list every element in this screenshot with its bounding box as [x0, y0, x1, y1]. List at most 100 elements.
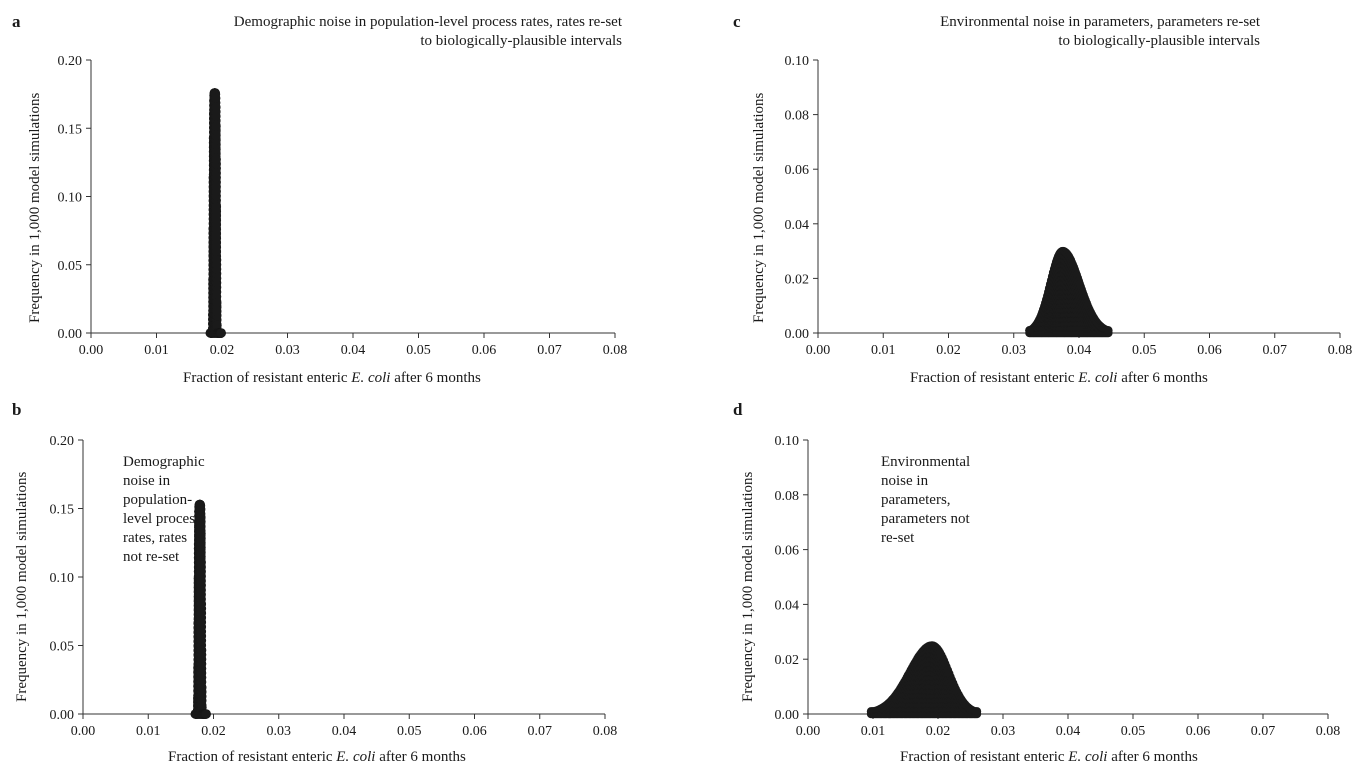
x-tick-label: 0.01: [861, 724, 886, 739]
y-tick-label: 0.05: [50, 640, 75, 655]
x-tick-label: 0.06: [1197, 343, 1222, 358]
panel-letter-b: b: [12, 400, 22, 419]
x-tick-label: 0.08: [1316, 724, 1341, 739]
x-tick-label: 0.01: [871, 343, 896, 358]
data-point: [216, 328, 226, 338]
x-tick-label: 0.08: [1328, 343, 1353, 358]
title-line1: Demographic noise in population-level pr…: [233, 14, 622, 30]
panel-letter-c: c: [733, 12, 741, 31]
x-tick-label: 0.08: [603, 343, 628, 358]
y-tick-label: 0.05: [58, 259, 83, 274]
data-point: [196, 558, 206, 568]
y-tick-label: 0.00: [785, 327, 810, 342]
chart-c: 0.00 0.01 0.02 0.03 0.04 0.05 0.06 0.07 0.08 0.00…: [785, 54, 1353, 358]
x-tick-label: 0.03: [275, 343, 300, 358]
y-tick-label: 0.06: [785, 163, 810, 178]
x-tick-label: 0.05: [1132, 343, 1157, 358]
data-point: [1104, 326, 1113, 335]
x-tick-label: 0.05: [406, 343, 431, 358]
y-tick-label: 0.10: [58, 191, 83, 206]
y-tick-label: 0.10: [775, 434, 800, 449]
y-tick-label: 0.00: [775, 708, 800, 723]
x-tick-label: 0.02: [201, 724, 226, 739]
x-tick-label: 0.02: [936, 343, 961, 358]
y-tick-label: 0.08: [775, 489, 800, 504]
x-axis-label-b: Fraction of resistant enteric E. coli af…: [168, 749, 466, 765]
y-tick-label: 0.00: [50, 708, 75, 723]
y-tick-label: 0.04: [785, 218, 810, 233]
data-point: [212, 320, 222, 330]
chart-title-a: Demographic noise in population-level pr…: [152, 13, 622, 51]
x-axis-label-a: Fraction of resistant enteric E. coli af…: [183, 370, 481, 386]
x-tick-label: 0.07: [1251, 724, 1276, 739]
data-point: [196, 512, 206, 522]
x-tick-label: 0.04: [341, 343, 366, 358]
chart-title-c: Environmental noise in parameters, param…: [860, 13, 1260, 51]
y-tick-label: 0.10: [785, 54, 810, 69]
x-tick-label: 0.07: [537, 343, 562, 358]
chart-title-d: Environmental noise in parameters, param…: [881, 453, 970, 548]
x-tick-label: 0.02: [210, 343, 235, 358]
x-tick-label: 0.06: [1186, 724, 1211, 739]
x-axis-label-c: Fraction of resistant enteric E. coli af…: [910, 370, 1208, 386]
title-line1: Environmental noise in parameters, param…: [940, 14, 1260, 30]
y-tick-label: 0.08: [785, 109, 810, 124]
data-point: [201, 709, 211, 719]
x-tick-label: 0.04: [1056, 724, 1081, 739]
data-point: [212, 255, 222, 265]
x-tick-label: 0.01: [136, 724, 161, 739]
data-point: [196, 529, 206, 539]
data-point: [211, 93, 221, 103]
x-tick-label: 0.00: [796, 724, 821, 739]
data-point: [211, 102, 221, 112]
y-tick-label: 0.20: [50, 434, 75, 449]
y-tick-label: 0.10: [50, 571, 75, 586]
x-tick-label: 0.03: [267, 724, 292, 739]
title-line2: to biologically-plausible intervals: [1058, 33, 1260, 49]
y-tick-label: 0.15: [50, 503, 75, 518]
x-tick-label: 0.05: [1121, 724, 1146, 739]
y-tick-label: 0.15: [58, 122, 83, 137]
x-tick-label: 0.05: [397, 724, 422, 739]
x-tick-label: 0.02: [926, 724, 951, 739]
data-point: [196, 599, 207, 609]
x-tick-label: 0.06: [462, 724, 487, 739]
chart-b: 0.00 0.01 0.02 0.03 0.04 0.05 0.06 0.07 0.08 0.00…: [50, 434, 618, 739]
title-line1: Demographic noise in population-level pr…: [123, 454, 205, 565]
data-point: [197, 645, 207, 655]
chart-a: 0.00 0.01 0.02 0.03 0.04 0.05 0.06 0.07 0.08 0.00…: [58, 54, 628, 358]
data-point: [211, 154, 221, 165]
data-point: [211, 121, 221, 131]
x-tick-label: 0.03: [1002, 343, 1027, 358]
x-tick-label: 0.00: [79, 343, 104, 358]
x-tick-label: 0.08: [593, 724, 618, 739]
x-tick-label: 0.07: [1263, 343, 1288, 358]
y-tick-label: 0.02: [785, 272, 810, 287]
x-tick-label: 0.04: [332, 724, 357, 739]
data-point: [211, 202, 222, 212]
data-point: [197, 683, 207, 693]
x-tick-label: 0.00: [71, 724, 96, 739]
data-point: [972, 707, 982, 716]
chart-d: 0.00 0.01 0.02 0.03 0.04 0.05 0.06 0.07 0.08 0.00…: [775, 434, 1341, 739]
y-tick-label: 0.04: [775, 598, 800, 613]
y-tick-label: 0.00: [58, 327, 83, 342]
x-tick-label: 0.03: [991, 724, 1016, 739]
data-point: [212, 298, 222, 308]
panel-letter-a: a: [12, 12, 21, 31]
y-tick-label: 0.02: [775, 653, 800, 668]
x-tick-label: 0.00: [806, 343, 831, 358]
panel-letter-d: d: [733, 400, 743, 419]
x-tick-label: 0.06: [472, 343, 497, 358]
title-line2: to biologically-plausible intervals: [420, 33, 622, 49]
y-tick-label: 0.06: [775, 544, 800, 559]
title-line1: Environmental noise in parameters, param…: [881, 454, 971, 546]
x-tick-label: 0.04: [1067, 343, 1092, 358]
x-tick-label: 0.01: [144, 343, 169, 358]
data-point: [196, 504, 206, 514]
x-axis-label-d: Fraction of resistant enteric E. coli af…: [900, 749, 1198, 765]
chart-title-b: Demographic noise in population-level pr…: [123, 453, 205, 567]
y-tick-label: 0.20: [58, 54, 83, 69]
data-point: [1025, 326, 1034, 335]
